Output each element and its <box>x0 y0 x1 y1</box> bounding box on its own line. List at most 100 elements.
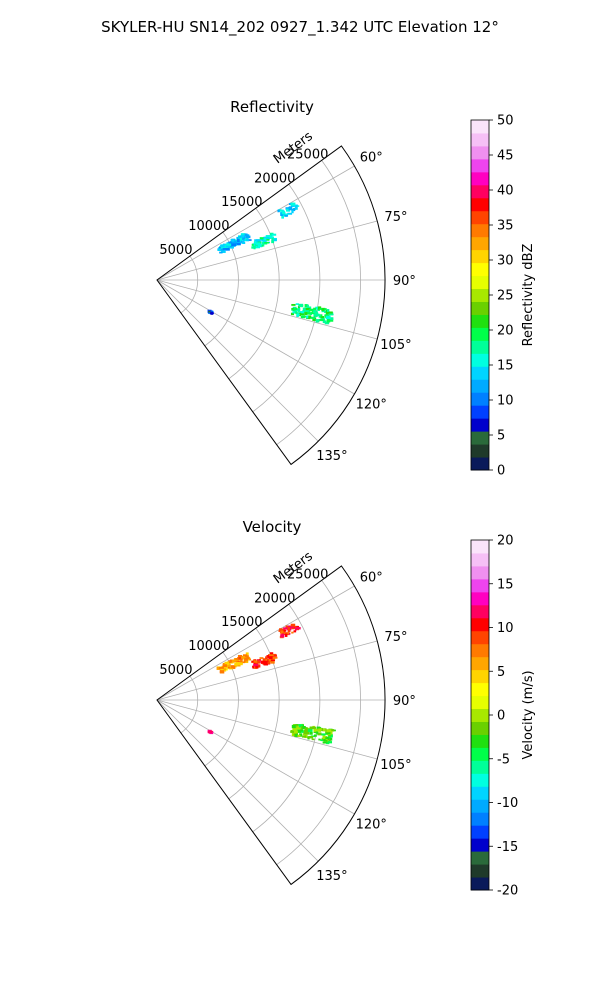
echo-gate <box>313 309 317 314</box>
echo-gate <box>296 726 300 728</box>
colorbar-swatch <box>471 721 489 735</box>
echo-patch-1 <box>217 233 252 254</box>
colorbar-swatch <box>471 812 489 826</box>
echo-gate <box>330 731 333 735</box>
echo-gate <box>285 625 289 629</box>
range-ring-5000 <box>180 255 199 314</box>
echo-gate <box>327 736 332 739</box>
echo-gate <box>327 731 332 735</box>
colorbar-swatch <box>471 223 489 238</box>
echo-gate <box>329 317 334 320</box>
azimuth-tick-label: 120° <box>356 818 387 833</box>
azimuth-tick-label: 75° <box>384 630 407 645</box>
echo-gate <box>296 312 300 314</box>
echo-gate <box>264 239 267 242</box>
echo-gate <box>308 308 314 312</box>
echo-gate <box>318 318 324 322</box>
echo-gate <box>222 667 227 670</box>
azimuth-tick-label: 60° <box>360 150 383 165</box>
echo-gate <box>268 656 273 660</box>
echo-gate <box>313 728 318 732</box>
echo-gate <box>217 248 223 251</box>
echo-gate <box>314 734 317 737</box>
echo-gate <box>251 243 256 246</box>
echo-gate <box>287 632 291 635</box>
colorbar-swatch <box>471 669 489 684</box>
echo-gate <box>271 240 275 244</box>
echo-gate <box>328 737 331 742</box>
azimuth-tick-label: 135° <box>316 449 347 464</box>
colorbar-swatch <box>471 734 489 748</box>
echo-gate <box>290 202 296 206</box>
echo-gate <box>279 628 283 632</box>
echo-gate <box>287 212 293 215</box>
azimuth-tick-label: 120° <box>356 398 387 413</box>
colorbar-tick-label: 15 <box>497 577 514 592</box>
range-tick-label: 5000 <box>159 243 192 258</box>
echo-gate <box>315 319 320 323</box>
azimuth-spoke-135 <box>156 279 319 442</box>
echo-gate <box>231 665 235 669</box>
echo-gate <box>233 658 238 662</box>
colorbar-tick-label: -5 <box>497 752 510 767</box>
echo-gate <box>293 310 298 314</box>
echo-gate <box>228 242 234 245</box>
echo-gate <box>306 315 309 319</box>
echo-gate <box>238 236 242 239</box>
echo-gate <box>225 243 230 246</box>
azimuth-tick-label: 90° <box>393 694 416 709</box>
panel-title: Reflectivity <box>230 98 314 116</box>
colorbar-swatch <box>471 353 489 367</box>
echo-gate <box>296 729 301 733</box>
echo-gate <box>302 310 307 313</box>
echo-gate <box>270 659 276 662</box>
echo-gate <box>246 235 251 239</box>
echo-gate <box>242 238 246 242</box>
colorbar-tick-label: 5 <box>497 429 505 444</box>
colorbar-tick-label: 30 <box>497 254 514 269</box>
echo-gate <box>325 310 330 315</box>
echo-gate <box>304 304 308 308</box>
colorbar-swatch <box>471 864 489 878</box>
echo-gate <box>293 630 297 633</box>
echo-gate <box>313 312 318 316</box>
echo-gate <box>295 307 298 311</box>
echo-gate <box>327 741 333 744</box>
echo-gate <box>328 312 334 316</box>
colorbar-swatch <box>471 249 489 264</box>
echo-gate <box>272 656 278 659</box>
echo-gate <box>265 661 270 664</box>
sector-boundary <box>156 565 386 886</box>
azimuth-tick-label: 135° <box>316 869 347 884</box>
echo-gate <box>261 239 264 242</box>
echo-gate <box>329 737 333 741</box>
reflectivity-panel: 60° 75° 90° 105° 120° 135° 5000 10000 15000 20000… <box>156 98 536 479</box>
echo-gate <box>282 631 285 634</box>
range-tick-label: 10000 <box>188 219 229 234</box>
colorbar-swatch <box>471 747 489 761</box>
echo-gate <box>253 660 258 663</box>
echo-gate <box>290 312 295 316</box>
echo-gate <box>295 303 299 305</box>
echo-gate <box>289 625 294 629</box>
echo-gate <box>304 727 308 731</box>
echo-gate <box>313 726 316 729</box>
echo-gate <box>331 729 335 732</box>
echo-gate <box>303 307 308 310</box>
echo-gate <box>269 236 274 238</box>
echo-gate <box>284 214 288 217</box>
colorbar-tick-label: 35 <box>497 219 514 234</box>
range-tick-label: 20000 <box>254 171 295 186</box>
echo-gate <box>330 734 333 738</box>
echo-gate <box>300 730 304 733</box>
echo-gate <box>280 634 285 638</box>
echo-gate <box>322 741 328 744</box>
echo-gate <box>321 316 325 319</box>
echo-gate <box>327 314 330 318</box>
echo-gate <box>283 629 287 632</box>
echo-gate <box>284 633 288 637</box>
colorbar-swatch <box>471 760 489 774</box>
azimuth-spoke-120 <box>156 279 355 395</box>
echo-gate <box>298 724 303 728</box>
echo-patch-2 <box>251 652 278 669</box>
